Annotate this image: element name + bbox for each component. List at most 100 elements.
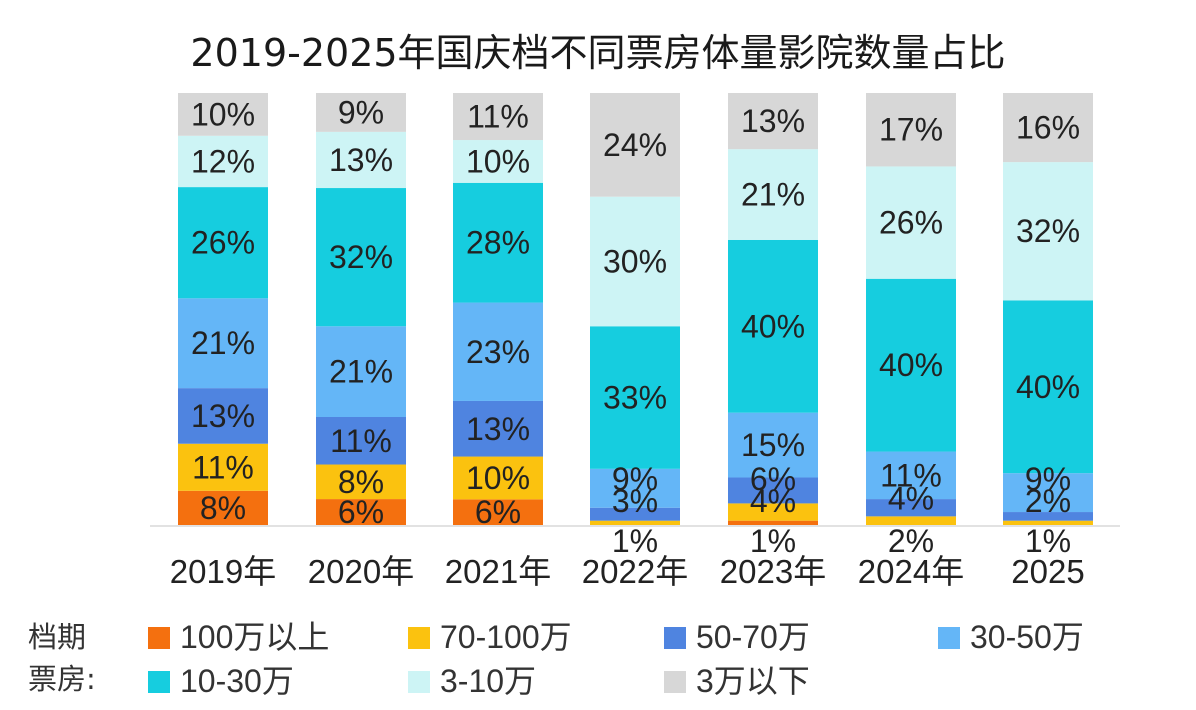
bar-segment-3-2020 xyxy=(316,417,406,465)
bar-segment-6-2023 xyxy=(728,149,818,240)
legend-item-5: 10-30万 xyxy=(148,660,294,702)
bar-segment-3-2023 xyxy=(728,477,818,504)
legend-swatch xyxy=(408,627,430,649)
bar-segment-7-2021 xyxy=(453,93,543,141)
x-tick-label: 2025 xyxy=(1011,553,1084,590)
legend-title: 档期 票房: xyxy=(28,616,96,700)
data-label: 13% xyxy=(466,411,530,447)
bar-segment-4-2021 xyxy=(453,302,543,401)
bar-segment-5-2023 xyxy=(728,239,818,413)
data-label: 40% xyxy=(1016,369,1080,405)
bar-segment-3-2019 xyxy=(178,388,268,444)
legend-item-6: 3-10万 xyxy=(408,660,536,702)
bar-segment-3-2024 xyxy=(866,499,956,517)
data-label: 13% xyxy=(329,142,393,178)
data-label: 8% xyxy=(338,464,384,500)
data-label: 26% xyxy=(191,225,255,261)
data-label: 1% xyxy=(1025,523,1071,559)
legend-swatch xyxy=(938,627,960,649)
bar-segment-1-2020 xyxy=(316,499,406,525)
data-label: 11% xyxy=(880,457,942,493)
data-label: 11% xyxy=(192,449,254,485)
data-label: 6% xyxy=(750,461,796,497)
legend-swatch xyxy=(408,671,430,693)
data-label: 28% xyxy=(466,225,530,261)
bar-segment-5-2021 xyxy=(453,182,543,303)
bar-segment-7-2019 xyxy=(178,93,268,136)
legend-swatch xyxy=(664,671,686,693)
legend-label: 30-50万 xyxy=(970,619,1084,655)
legend-swatch xyxy=(148,627,170,649)
x-tick-label: 2021年 xyxy=(445,553,551,590)
bar-segment-5-2025 xyxy=(1003,300,1093,474)
legend-label: 3万以下 xyxy=(696,663,810,699)
legend-label: 50-70万 xyxy=(696,619,810,655)
bar-segment-1-2023 xyxy=(728,520,818,525)
data-label: 32% xyxy=(1016,213,1080,249)
data-label: 10% xyxy=(191,96,255,132)
bar-segment-5-2019 xyxy=(178,187,268,299)
legend-item-2: 70-100万 xyxy=(408,616,572,658)
data-label: 1% xyxy=(750,523,796,559)
data-label: 2% xyxy=(1025,483,1071,519)
bar-segment-6-2021 xyxy=(453,140,543,183)
bar-segment-7-2020 xyxy=(316,93,406,132)
bar-segment-4-2020 xyxy=(316,326,406,417)
data-label: 10% xyxy=(466,460,530,496)
stacked-bar-chart: 8%11%13%21%26%12%10%6%8%11%21%32%13%9%6%… xyxy=(150,93,1120,590)
data-label: 13% xyxy=(741,103,805,139)
bar-segment-6-2024 xyxy=(866,166,956,279)
bar-segment-4-2024 xyxy=(866,451,956,500)
data-label: 15% xyxy=(741,427,805,463)
bar-segment-4-2025 xyxy=(1003,473,1093,513)
bar-segment-7-2022 xyxy=(590,93,680,197)
bar-segment-7-2025 xyxy=(1003,93,1093,163)
data-label: 33% xyxy=(603,380,667,416)
data-label: 3% xyxy=(612,483,658,519)
data-label: 24% xyxy=(603,127,667,163)
data-label: 2% xyxy=(888,523,934,559)
bar-segment-3-2021 xyxy=(453,400,543,457)
data-label: 4% xyxy=(888,481,934,517)
bar-segment-5-2020 xyxy=(316,188,406,327)
data-label: 13% xyxy=(191,398,255,434)
x-tick-label: 2022年 xyxy=(582,553,688,590)
data-label: 23% xyxy=(466,334,530,370)
data-label: 6% xyxy=(338,494,384,530)
bar-segment-3-2025 xyxy=(1003,512,1093,521)
bar-segment-6-2025 xyxy=(1003,162,1093,301)
data-label: 26% xyxy=(879,205,943,241)
chart-title: 2019-2025年国庆档不同票房体量影院数量占比 xyxy=(190,31,1006,75)
x-tick-label: 2023年 xyxy=(720,553,826,590)
data-label: 6% xyxy=(475,494,521,530)
bar-segment-3-2022 xyxy=(590,507,680,521)
bar-segment-1-2021 xyxy=(453,499,543,525)
legend-item-3: 50-70万 xyxy=(664,616,810,658)
bar-segment-2-2024 xyxy=(866,516,956,525)
data-label: 17% xyxy=(879,112,943,148)
data-label: 1% xyxy=(612,523,658,559)
x-tick-label: 2020年 xyxy=(308,553,414,590)
data-label: 4% xyxy=(750,483,796,519)
data-label: 9% xyxy=(612,461,658,497)
data-label: 32% xyxy=(329,239,393,275)
legend-label: 70-100万 xyxy=(440,619,572,655)
legend-item-1: 100万以上 xyxy=(148,616,329,658)
data-label: 30% xyxy=(603,243,667,279)
data-label: 16% xyxy=(1016,110,1080,146)
bar-segment-6-2022 xyxy=(590,196,680,327)
bar-segment-5-2022 xyxy=(590,326,680,469)
bar-segment-6-2020 xyxy=(316,131,406,189)
bar-segment-1-2019 xyxy=(178,490,268,525)
data-label: 8% xyxy=(200,490,246,526)
legend-swatch xyxy=(148,671,170,693)
data-label: 21% xyxy=(741,177,805,213)
bar-segment-4-2023 xyxy=(728,412,818,478)
data-label: 21% xyxy=(329,354,393,390)
legend-swatch xyxy=(664,627,686,649)
legend-title-line2: 票房: xyxy=(28,662,96,696)
data-label: 9% xyxy=(1025,461,1071,497)
data-label: 9% xyxy=(338,94,384,130)
data-label: 11% xyxy=(467,99,529,135)
bar-segment-2-2022 xyxy=(590,520,680,525)
